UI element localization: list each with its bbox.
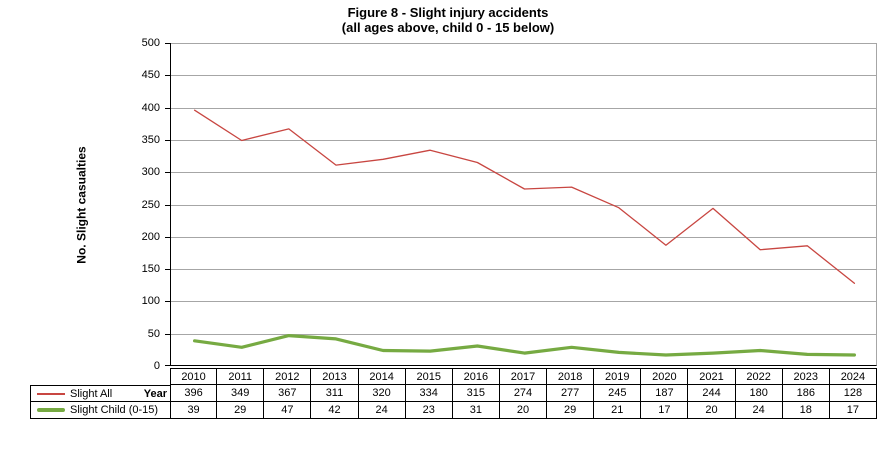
y-tick-label: 300 <box>141 166 160 179</box>
y-tick-mark <box>165 269 170 271</box>
y-tick-mark <box>165 333 170 335</box>
year-header-cell: 2019 <box>594 368 642 385</box>
y-tick-mark <box>165 365 170 366</box>
year-header-cell: 2014 <box>358 368 406 385</box>
chart-title-line1: Figure 8 - Slight injury accidents <box>347 5 549 20</box>
gridline <box>171 172 876 174</box>
gridline <box>171 139 876 141</box>
slight-all-line-sample-icon <box>37 392 65 395</box>
gridline <box>171 43 876 44</box>
y-tick-mark <box>165 301 170 303</box>
value-cell: 128 <box>829 385 877 402</box>
chart-title-line2: (all ages above, child 0 - 15 below) <box>341 20 555 35</box>
value-cell: 47 <box>264 402 312 419</box>
y-axis-tick-labels: 0 50 100 150 200 250 300 350 400 450 500 <box>112 37 160 372</box>
y-tick-label: 0 <box>153 360 160 372</box>
value-cell: 367 <box>264 385 312 402</box>
year-header-cell: 2022 <box>735 368 783 385</box>
y-tick-mark <box>165 139 170 141</box>
year-header-cell: 2017 <box>499 368 548 385</box>
value-cell: 23 <box>405 402 453 419</box>
value-cell: 244 <box>688 385 736 402</box>
y-tick-label: 350 <box>141 133 160 146</box>
year-header-cell: 2024 <box>829 368 877 385</box>
value-cell: 31 <box>452 402 500 419</box>
y-tick-label: 500 <box>141 37 160 49</box>
value-cell: 396 <box>170 385 218 402</box>
value-cell: 17 <box>641 402 689 419</box>
y-tick-label: 250 <box>141 198 160 211</box>
year-header-cell: 2012 <box>264 368 312 385</box>
gridline <box>171 269 876 271</box>
value-cell: 277 <box>547 385 595 402</box>
value-cell: 21 <box>594 402 642 419</box>
value-cell: 29 <box>547 402 595 419</box>
value-cell: 39 <box>170 402 218 419</box>
y-tick-label: 400 <box>141 101 160 114</box>
y-tick-mark <box>165 107 170 109</box>
y-tick-label: 450 <box>141 69 160 82</box>
value-cell: 274 <box>499 385 548 402</box>
value-cell: 20 <box>688 402 736 419</box>
gridline <box>171 333 876 335</box>
y-axis-tick-marks <box>165 43 170 366</box>
gridline <box>171 75 876 77</box>
x-axis-title: Year <box>143 387 167 400</box>
value-cell: 334 <box>405 385 453 402</box>
gridline <box>171 236 876 238</box>
value-cell: 349 <box>217 385 265 402</box>
value-cell: 186 <box>782 385 830 402</box>
gridline <box>171 204 876 206</box>
value-cell: 42 <box>311 402 359 419</box>
legend-label-slight-all: Slight All <box>70 387 113 400</box>
year-header-cell: 2011 <box>217 368 265 385</box>
y-tick-mark <box>165 75 170 77</box>
legend-item-slight-child: Slight Child (0-15) <box>30 402 170 419</box>
year-header-cell: 2010 <box>170 368 218 385</box>
value-cell: 315 <box>452 385 500 402</box>
value-cell: 311 <box>311 385 359 402</box>
series-line-1 <box>193 334 857 357</box>
year-header-cell: 2021 <box>688 368 736 385</box>
legend-item-slight-all: Slight All Year <box>30 385 170 402</box>
y-tick-label: 50 <box>147 327 160 340</box>
y-tick-mark <box>165 204 170 206</box>
gridline <box>171 107 876 109</box>
data-table: Slight All Year Slight Child (0-15) 2010… <box>30 368 877 419</box>
legend-label-slight-child: Slight Child (0-15) <box>70 404 159 416</box>
y-tick-label: 150 <box>141 263 160 276</box>
y-axis-title-text: No. Slight casualties <box>75 145 89 264</box>
gridline <box>171 301 876 303</box>
y-tick-label: 100 <box>141 295 160 308</box>
value-cell: 29 <box>217 402 265 419</box>
series-line-0 <box>193 109 856 284</box>
value-cell: 17 <box>829 402 877 419</box>
value-cell: 187 <box>641 385 689 402</box>
year-header-cell: 2013 <box>311 368 359 385</box>
chart-title: Figure 8 - Slight injury accidents (all … <box>0 5 896 35</box>
y-tick-label: 200 <box>141 230 160 243</box>
year-header-cell: 2018 <box>547 368 595 385</box>
y-tick-mark <box>165 236 170 238</box>
year-header-cell: 2016 <box>452 368 500 385</box>
slight-child-line-sample-icon <box>37 408 65 412</box>
y-tick-mark <box>165 172 170 174</box>
value-cell: 24 <box>735 402 783 419</box>
value-cell: 18 <box>782 402 830 419</box>
value-cell: 180 <box>735 385 783 402</box>
value-cell: 24 <box>358 402 406 419</box>
value-cell: 320 <box>358 385 406 402</box>
line-series-svg <box>193 109 857 357</box>
year-header-cell: 2015 <box>405 368 453 385</box>
y-tick-mark <box>165 43 170 44</box>
year-header-cell: 2020 <box>641 368 689 385</box>
y-axis-title: No. Slight casualties <box>70 43 94 366</box>
value-cell: 20 <box>499 402 548 419</box>
plot-area <box>170 43 877 366</box>
year-header-cell: 2023 <box>782 368 830 385</box>
value-cell: 245 <box>594 385 642 402</box>
